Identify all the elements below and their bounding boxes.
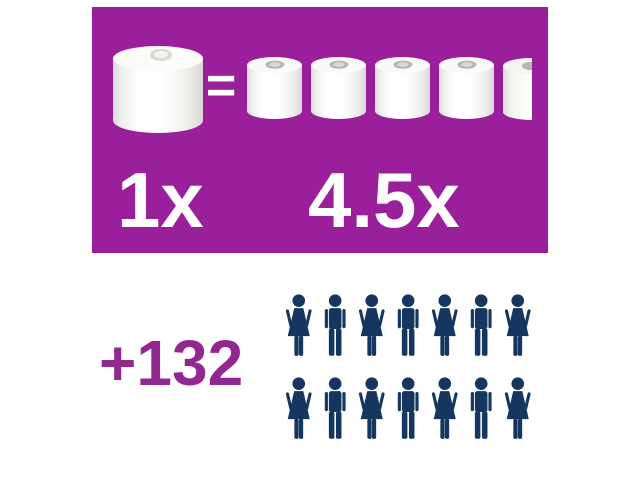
person-cell bbox=[354, 377, 390, 440]
people-row bbox=[281, 377, 536, 440]
person-cell bbox=[499, 294, 535, 357]
small-roll-image bbox=[375, 57, 430, 119]
person-icon-man bbox=[397, 294, 419, 356]
person-icon-woman bbox=[431, 377, 458, 439]
person-cell bbox=[427, 377, 463, 440]
people-grid bbox=[281, 294, 536, 440]
person-icon-man bbox=[470, 377, 492, 439]
person-cell bbox=[317, 377, 353, 440]
person-icon-man bbox=[397, 377, 419, 439]
person-icon-woman bbox=[504, 377, 531, 439]
person-icon-woman bbox=[504, 294, 531, 356]
person-icon-woman bbox=[431, 294, 458, 356]
people-count-label: +132 bbox=[99, 327, 244, 399]
person-cell bbox=[281, 294, 317, 357]
roll-comparison-card: 1x = 4.5x bbox=[92, 7, 548, 253]
person-cell bbox=[390, 377, 426, 440]
small-roll-image bbox=[311, 57, 366, 119]
person-cell bbox=[463, 377, 499, 440]
person-icon-woman bbox=[286, 294, 313, 356]
person-cell bbox=[499, 377, 535, 440]
equals-sign: = bbox=[205, 57, 237, 115]
person-icon-man bbox=[325, 377, 346, 439]
person-cell bbox=[281, 377, 317, 440]
small-rolls-label: 4.5x bbox=[308, 156, 460, 244]
small-rolls-group bbox=[247, 57, 494, 119]
person-cell bbox=[463, 294, 499, 357]
small-roll-image bbox=[439, 57, 494, 119]
person-icon-man bbox=[325, 294, 346, 356]
large-roll-image bbox=[113, 46, 203, 133]
people-row bbox=[281, 294, 536, 357]
half-roll-image bbox=[503, 58, 532, 120]
person-icon-woman bbox=[286, 377, 313, 439]
toilet-rolls-illustration bbox=[113, 46, 532, 133]
large-roll-label: 1x bbox=[117, 156, 204, 244]
person-cell bbox=[354, 294, 390, 357]
person-icon-woman bbox=[359, 377, 385, 439]
person-cell bbox=[390, 294, 426, 357]
person-icon-man bbox=[470, 294, 492, 356]
small-roll-image bbox=[247, 57, 302, 119]
person-icon-woman bbox=[359, 294, 385, 356]
person-cell bbox=[317, 294, 353, 357]
person-cell bbox=[427, 294, 463, 357]
